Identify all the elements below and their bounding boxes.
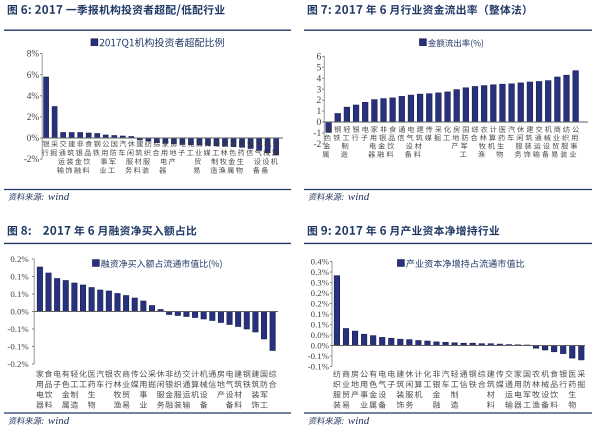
svg-text:wind: wind: [348, 191, 370, 203]
svg-text:0.4%: 0.4%: [311, 256, 330, 266]
svg-text:0.1%: 0.1%: [10, 271, 29, 281]
svg-text:0.1%: 0.1%: [10, 289, 29, 299]
svg-text:wind: wind: [48, 191, 70, 203]
svg-text:-2: -2: [313, 140, 321, 150]
svg-text:0.2%: 0.2%: [10, 254, 29, 264]
svg-text:0.3%: 0.3%: [311, 267, 330, 277]
svg-text:0.3%: 0.3%: [311, 277, 330, 287]
svg-text:3: 3: [317, 85, 322, 95]
svg-text:0.0%: 0.0%: [10, 306, 29, 316]
svg-text:-0.1%: -0.1%: [308, 361, 330, 371]
svg-text:-0.1%: -0.1%: [308, 351, 330, 361]
svg-text:0: 0: [317, 118, 322, 128]
svg-text:0.2%: 0.2%: [311, 298, 330, 308]
svg-text:0.0%: 0.0%: [311, 330, 330, 340]
svg-text:6: 6: [317, 52, 322, 62]
svg-text:-0.2%: -0.2%: [7, 359, 29, 369]
svg-text:-2%: -2%: [24, 155, 40, 165]
svg-text:2: 2: [317, 96, 322, 106]
svg-text:5: 5: [317, 63, 322, 73]
svg-text:0.0%: 0.0%: [311, 340, 330, 350]
svg-text:0.1%: 0.1%: [311, 319, 330, 329]
svg-text:6%: 6%: [27, 71, 40, 81]
svg-text:8%: 8%: [27, 50, 40, 60]
svg-text:wind: wind: [348, 415, 370, 427]
svg-text:0%: 0%: [27, 134, 40, 144]
svg-text:-1: -1: [313, 129, 321, 139]
svg-text:wind: wind: [48, 415, 70, 427]
svg-text:4: 4: [317, 74, 322, 84]
svg-text:-0.1%: -0.1%: [7, 324, 29, 334]
svg-text:-0.1%: -0.1%: [7, 341, 29, 351]
svg-text:2%: 2%: [27, 113, 40, 123]
svg-text:0.1%: 0.1%: [311, 309, 330, 319]
svg-text:0.2%: 0.2%: [311, 288, 330, 298]
svg-text:1: 1: [317, 107, 322, 117]
svg-text:4%: 4%: [27, 92, 40, 102]
